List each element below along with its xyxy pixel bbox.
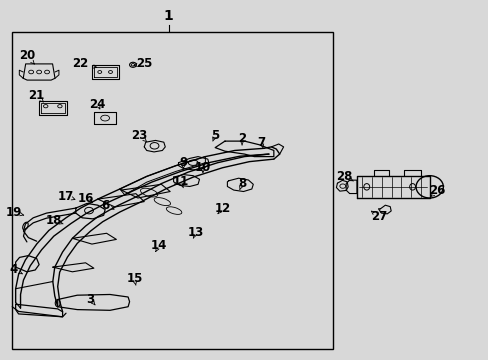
Text: 24: 24	[89, 98, 106, 111]
Text: 23: 23	[131, 129, 147, 141]
Text: 18: 18	[45, 214, 62, 227]
Text: 5: 5	[211, 129, 219, 141]
Text: 12: 12	[214, 202, 230, 215]
Bar	[12, 32, 332, 349]
Text: 26: 26	[428, 184, 445, 197]
Text: 4: 4	[10, 263, 18, 276]
Text: 15: 15	[126, 273, 142, 285]
Text: 28: 28	[336, 170, 352, 183]
Text: 19: 19	[5, 206, 22, 219]
Text: 27: 27	[370, 210, 386, 223]
Text: 11: 11	[172, 175, 189, 188]
Text: 10: 10	[194, 161, 211, 174]
Text: 16: 16	[77, 192, 94, 205]
Text: 17: 17	[58, 190, 74, 203]
Text: 2: 2	[238, 132, 245, 145]
Text: 14: 14	[150, 239, 167, 252]
Text: 22: 22	[72, 57, 89, 69]
Text: 3: 3	[86, 293, 94, 306]
Text: 20: 20	[19, 49, 35, 62]
Text: 1: 1	[163, 9, 173, 23]
Text: 6: 6	[101, 199, 109, 212]
Text: 21: 21	[28, 89, 45, 102]
Text: 13: 13	[187, 226, 203, 239]
Text: 25: 25	[136, 57, 152, 70]
Text: 8: 8	[238, 177, 245, 190]
Text: 9: 9	[179, 156, 187, 169]
Text: 7: 7	[257, 136, 265, 149]
